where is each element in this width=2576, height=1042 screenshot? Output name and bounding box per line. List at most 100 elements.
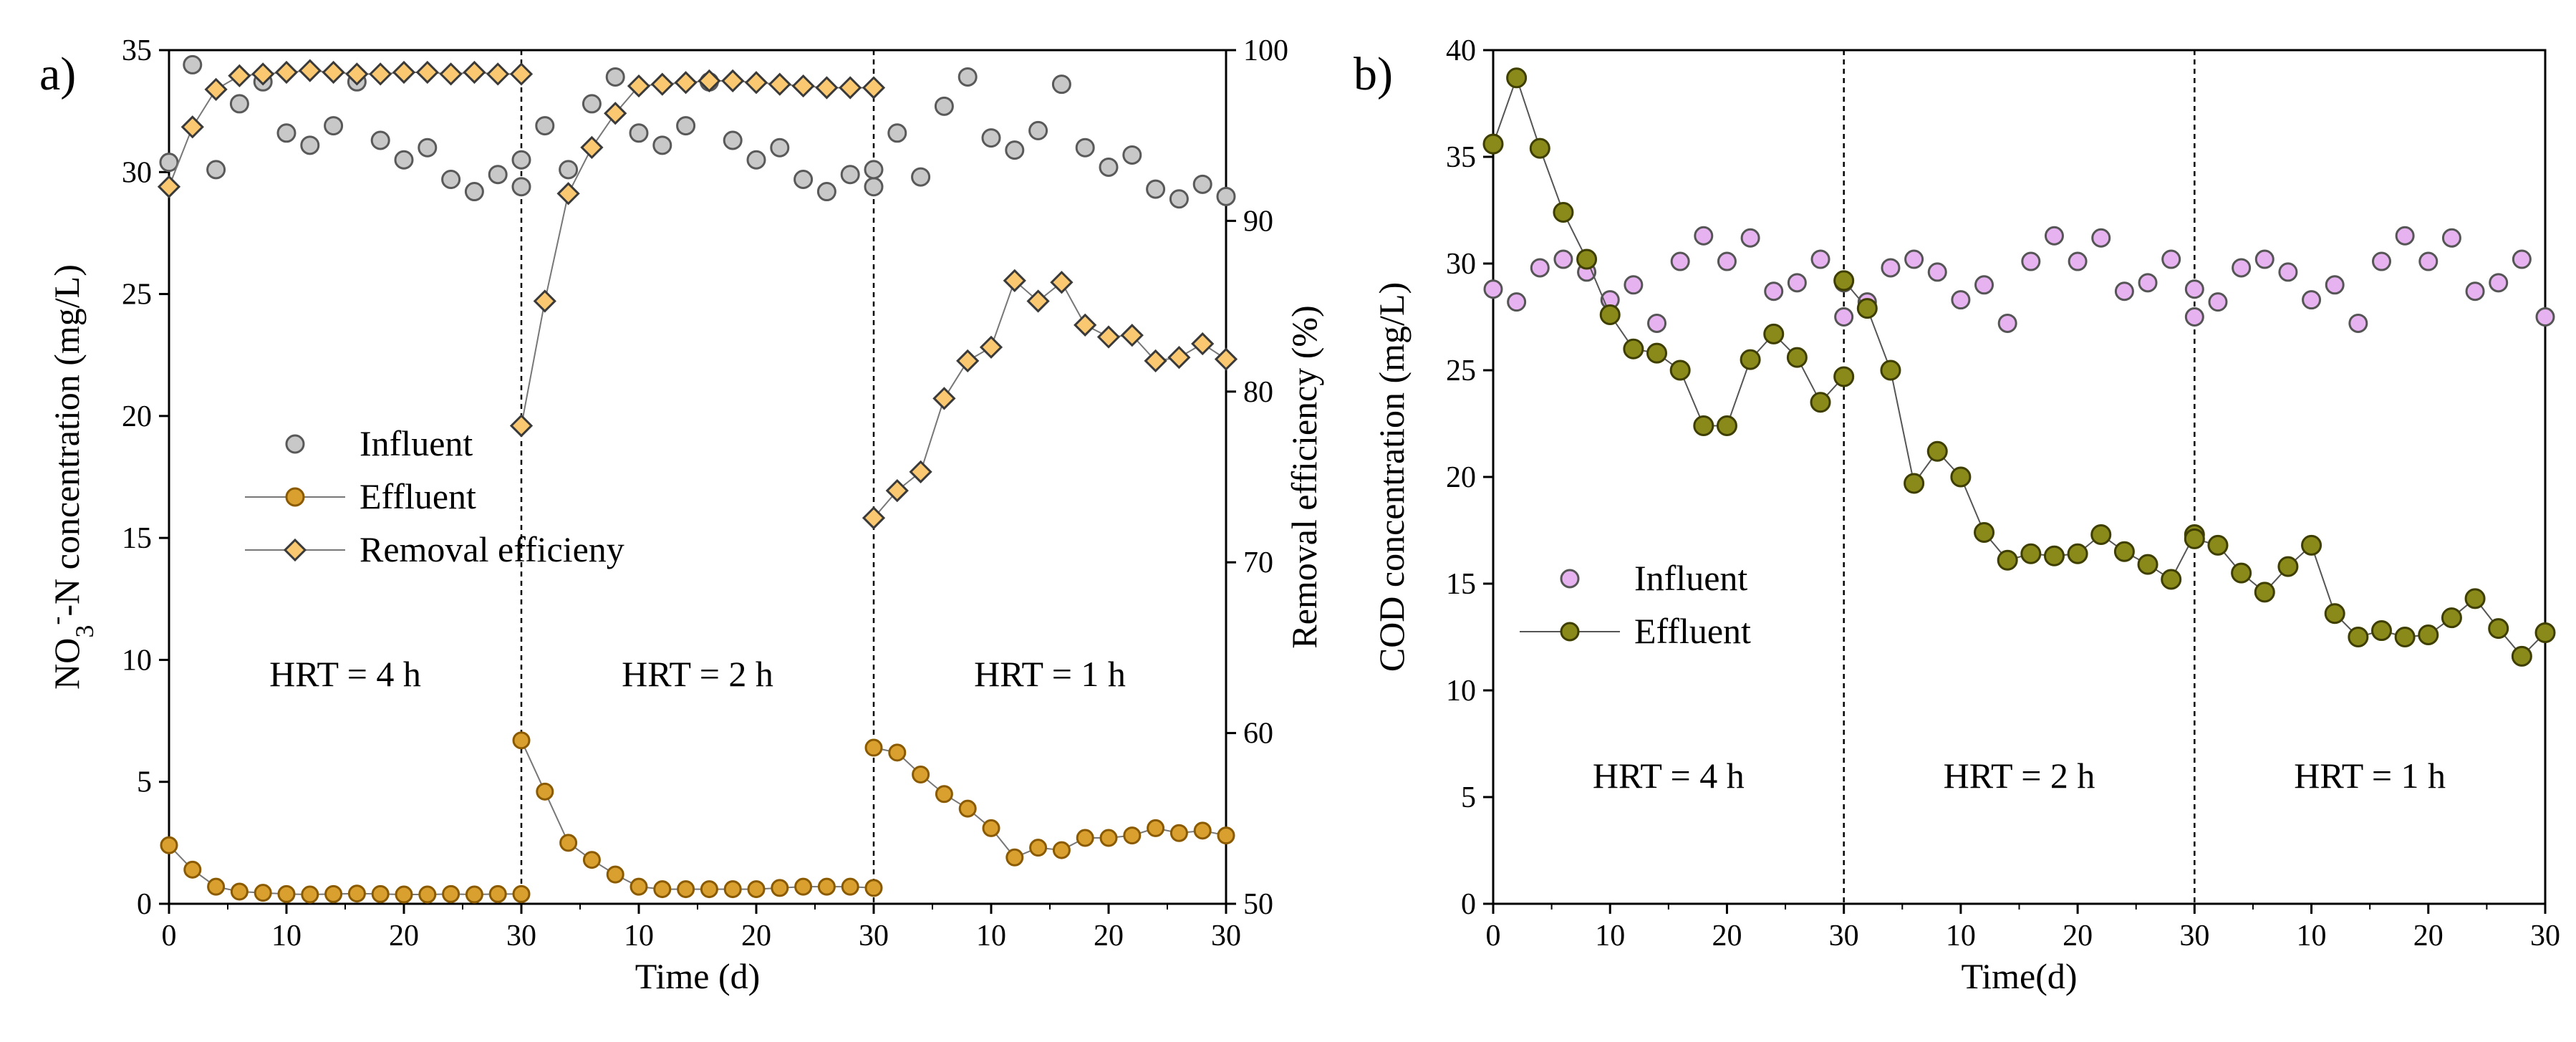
y-right-tick-label: 60 [1243,718,1273,751]
influent-point [2489,273,2509,293]
x-tick-label: 10 [1595,920,1625,952]
removal-point [1096,325,1121,349]
removal-point [674,71,698,95]
effluent-point [1716,415,1737,436]
removal-point [627,74,651,98]
effluent-point [2043,545,2065,566]
removal-point [322,60,345,85]
removal-point [486,62,510,86]
y-tick-label: 15 [122,522,152,555]
effluent-point [442,884,460,903]
effluent-point [207,877,226,896]
influent-point [2184,307,2204,327]
effluent-point [2370,620,2392,642]
effluent-point [2254,582,2275,603]
influent-point [2021,251,2041,271]
effluent-point [1193,821,1212,840]
effluent-point [982,819,1000,837]
effluent-point [2184,528,2205,549]
influent-point [441,170,461,190]
influent-point [723,130,743,150]
effluent-point [1599,304,1621,326]
effluent-point [301,885,319,904]
effluent-point [418,885,437,904]
removal-point [956,349,980,373]
influent-point [1216,186,1236,206]
effluent-point [1926,440,1948,462]
x-axis-title: Time(d) [1961,956,2077,996]
effluent-point [1005,848,1024,867]
influent-point [2161,249,2181,269]
removal-point [744,71,768,95]
removal-point [768,72,791,96]
effluent-point [912,765,930,783]
influent-point [816,182,836,202]
influent-point [1483,279,1503,299]
effluent-point [160,836,178,854]
x-tick-label: 30 [2179,920,2209,952]
x-tick-label: 30 [506,920,536,952]
effluent-point [465,885,483,904]
removal-point [157,175,181,198]
effluent-line [168,844,521,896]
effluent-point [582,851,601,869]
y-right-tick-label: 100 [1243,34,1288,67]
effluent-point [1833,270,1855,291]
effluent-point [2231,562,2252,584]
effluent-point [1997,549,2018,571]
y-tick-label: 5 [1461,781,1476,814]
legend-label: Influent [1634,558,1747,598]
y-tick-label: 35 [1446,141,1476,174]
effluent-point [1506,67,1528,89]
y-right-axis-title: Removal efficiency (%) [1284,305,1324,648]
influent-point [1974,275,1994,295]
removal-point [1026,289,1050,313]
removal-point [839,76,862,100]
hrt-label: HRT = 4 h [269,654,421,694]
influent-point [2044,226,2064,246]
removal-point [439,62,463,86]
removal-point [251,62,275,86]
influent-point [1951,290,1971,310]
effluent-point [794,877,813,896]
influent-point [2441,228,2461,248]
legend-marker [1560,622,1580,642]
effluent-point [2207,534,2229,556]
influent-point [488,165,508,185]
plot-frame [168,49,1227,905]
influent-point [1005,140,1025,160]
influent-point [324,116,344,136]
removal-point [862,76,886,100]
x-tick-label: 10 [976,920,1006,952]
influent-point [1881,258,1901,278]
influent-point [2302,290,2322,310]
influent-point [1146,179,1166,199]
legend-label: Effluent [360,476,476,516]
effluent-point [512,884,531,903]
influent-point [511,150,531,170]
effluent-point [1029,839,1048,857]
hrt-label: HRT = 1 h [974,654,1126,694]
influent-point [840,165,860,185]
x-tick-label: 30 [859,920,889,952]
panel-b-chart: 0 10 20 30 HRT = 4 h 10 20 30 HRT = 2 h 10 20 30 HRT… [1354,34,2560,996]
effluent-point [1482,133,1504,155]
influent-point [911,167,931,187]
influent-point [1122,145,1142,165]
effluent-point [864,738,883,757]
influent-point [1997,313,2017,333]
removal-point [932,387,956,410]
effluent-point [2301,534,2322,556]
influent-point [605,67,625,87]
effluent-point [2067,543,2088,564]
effluent-point [1169,824,1188,842]
influent-point [1764,281,1784,301]
influent-point [1670,251,1690,271]
effluent-point [1529,138,1550,159]
removal-point [979,335,1003,359]
effluent-line [1492,75,1845,427]
influent-point [2418,251,2438,271]
y-tick-label: 0 [137,888,152,921]
effluent-line [521,740,874,890]
removal-point [862,506,886,530]
